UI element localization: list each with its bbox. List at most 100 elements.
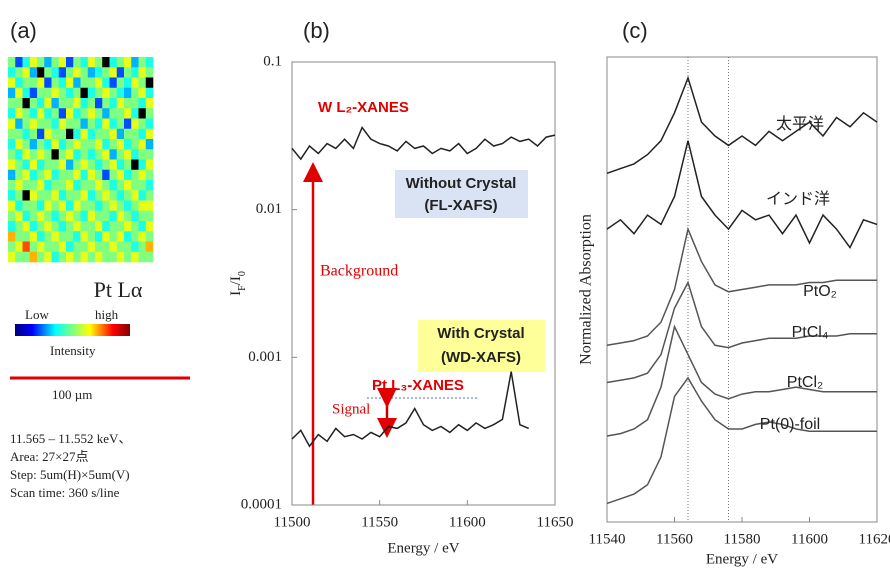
heat-cell bbox=[102, 211, 110, 222]
annotation: Background bbox=[320, 263, 398, 280]
heat-cell bbox=[131, 88, 139, 99]
heat-cell bbox=[59, 78, 67, 89]
heat-cell bbox=[30, 129, 38, 140]
heat-cell bbox=[124, 211, 132, 222]
heat-cell bbox=[66, 190, 74, 201]
heat-cell bbox=[52, 221, 60, 232]
heat-cell bbox=[95, 221, 103, 232]
heat-cell bbox=[59, 129, 67, 140]
heat-cell bbox=[37, 108, 45, 119]
heat-cell bbox=[110, 211, 118, 222]
heat-cell bbox=[146, 190, 154, 201]
heat-cell bbox=[23, 67, 31, 78]
heat-cell bbox=[124, 98, 132, 109]
info-line: Scan time: 360 s/line bbox=[10, 485, 120, 500]
heat-cell bbox=[8, 88, 16, 99]
heat-cell bbox=[44, 231, 52, 242]
heat-cell bbox=[146, 67, 154, 78]
heat-cell bbox=[23, 221, 31, 232]
heat-cell bbox=[73, 108, 81, 119]
heat-cell bbox=[88, 160, 96, 171]
heat-cell bbox=[30, 98, 38, 109]
heat-cell bbox=[59, 221, 67, 232]
heat-cell bbox=[110, 108, 118, 119]
heat-cell bbox=[44, 170, 52, 181]
heat-cell bbox=[117, 252, 125, 263]
heat-cell bbox=[81, 139, 89, 150]
heat-cell bbox=[131, 129, 139, 140]
heat-cell bbox=[146, 170, 154, 181]
heat-cell bbox=[117, 139, 125, 150]
heat-cell bbox=[81, 180, 89, 191]
heat-cell bbox=[81, 78, 89, 89]
heat-cell bbox=[95, 98, 103, 109]
heat-cell bbox=[66, 180, 74, 191]
heat-cell bbox=[15, 201, 23, 212]
heat-cell bbox=[66, 78, 74, 89]
heat-cell bbox=[88, 98, 96, 109]
heat-cell bbox=[52, 231, 60, 242]
heat-cell bbox=[117, 231, 125, 242]
heat-cell bbox=[30, 119, 38, 130]
heat-cell bbox=[88, 211, 96, 222]
heat-cell bbox=[131, 67, 139, 78]
heat-cell bbox=[139, 119, 147, 130]
y-tick-label: 0.001 bbox=[248, 349, 282, 365]
heat-cell bbox=[117, 211, 125, 222]
heat-cell bbox=[95, 57, 103, 68]
heat-cell bbox=[52, 129, 60, 140]
heat-cell bbox=[44, 190, 52, 201]
heat-cell bbox=[139, 242, 147, 253]
heat-cell bbox=[81, 149, 89, 160]
heat-cell bbox=[37, 190, 45, 201]
heat-cell bbox=[139, 211, 147, 222]
heat-cell bbox=[131, 78, 139, 89]
heat-cell bbox=[15, 160, 23, 171]
heat-cell bbox=[23, 201, 31, 212]
heat-cell bbox=[52, 160, 60, 171]
heat-cell bbox=[117, 129, 125, 140]
heat-cell bbox=[37, 78, 45, 89]
heat-cell bbox=[124, 108, 132, 119]
heat-cell bbox=[66, 211, 74, 222]
scale-bar-label: 100 µm bbox=[52, 387, 92, 402]
heat-cell bbox=[110, 221, 118, 232]
heat-cell bbox=[81, 231, 89, 242]
heat-cell bbox=[15, 149, 23, 160]
heat-cell bbox=[37, 231, 45, 242]
heat-cell bbox=[131, 242, 139, 253]
heat-cell bbox=[73, 242, 81, 253]
series-label: PtO₂ bbox=[803, 283, 837, 300]
x-tick-label: 11550 bbox=[361, 514, 398, 530]
heat-cell bbox=[139, 201, 147, 212]
heat-cell bbox=[81, 119, 89, 130]
x-tick-label: 11500 bbox=[274, 514, 311, 530]
heat-cell bbox=[15, 108, 23, 119]
heat-cell bbox=[124, 252, 132, 263]
colorbar-low: Low bbox=[25, 307, 49, 322]
heat-cell bbox=[102, 252, 110, 263]
heat-cell bbox=[139, 160, 147, 171]
heat-cell bbox=[8, 78, 16, 89]
heat-cell bbox=[131, 57, 139, 68]
heat-cell bbox=[88, 67, 96, 78]
heat-cell bbox=[124, 119, 132, 130]
heat-cell bbox=[139, 190, 147, 201]
heat-cell bbox=[15, 180, 23, 191]
heat-cell bbox=[59, 170, 67, 181]
heat-cell bbox=[146, 57, 154, 68]
heat-cell bbox=[110, 180, 118, 191]
heat-cell bbox=[52, 190, 60, 201]
heat-cell bbox=[8, 180, 16, 191]
heat-cell bbox=[102, 231, 110, 242]
heat-cell bbox=[15, 67, 23, 78]
heat-cell bbox=[8, 221, 16, 232]
heat-cell bbox=[117, 221, 125, 232]
series-label: PtCl₂ bbox=[787, 374, 823, 391]
heat-cell bbox=[73, 98, 81, 109]
heat-cell bbox=[23, 160, 31, 171]
x-axis-label: Energy / eV bbox=[387, 540, 459, 556]
heat-cell bbox=[52, 201, 60, 212]
annotation: With Crystal bbox=[437, 325, 524, 342]
no-data-cell bbox=[37, 67, 45, 78]
